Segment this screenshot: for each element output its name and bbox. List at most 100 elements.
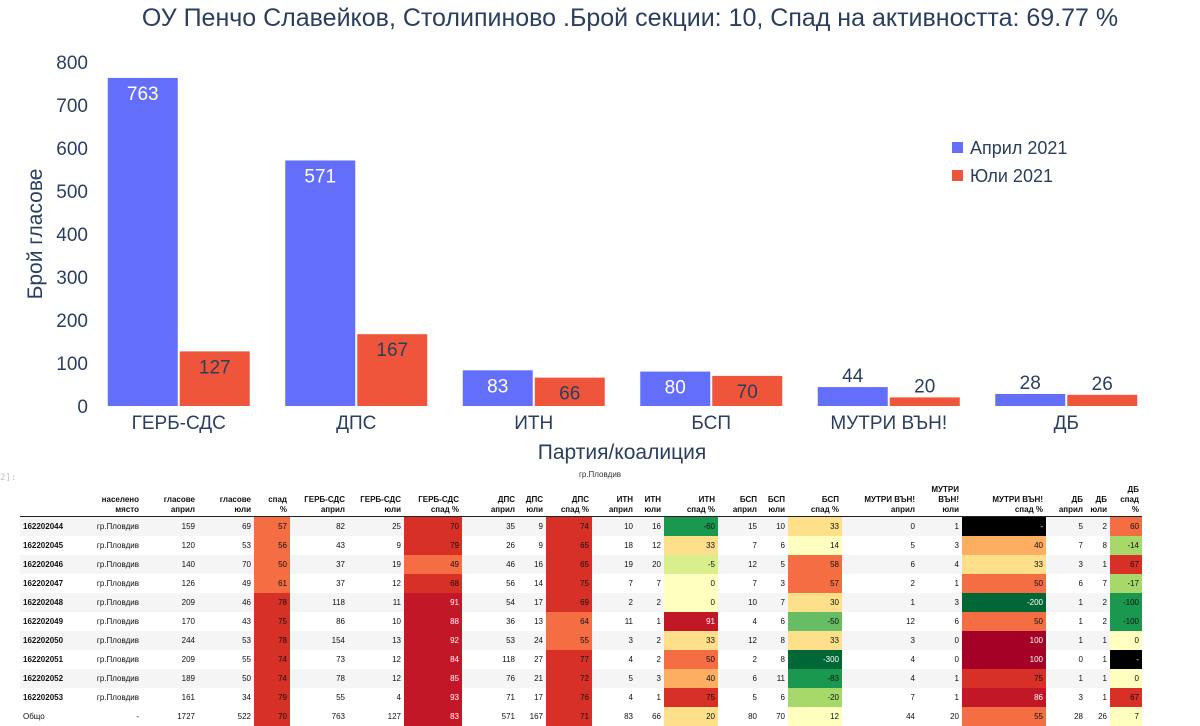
table-cell: 118 bbox=[290, 593, 348, 612]
table-cell: 13 bbox=[518, 612, 546, 631]
table-cell: 37 bbox=[290, 574, 348, 593]
x-tick-label: ГЕРБ-СДС bbox=[132, 413, 226, 434]
table-cell: 4 bbox=[842, 650, 918, 669]
table-cell: 1727 bbox=[142, 707, 198, 726]
table-cell: 11 bbox=[348, 593, 404, 612]
table-cell: 56 bbox=[254, 536, 290, 555]
table-cell: 33 bbox=[788, 516, 842, 536]
column-header: гласове юли bbox=[198, 484, 254, 517]
table-cell: 9 bbox=[518, 516, 546, 536]
bar-july[interactable] bbox=[357, 334, 428, 406]
table-cell: 30 bbox=[788, 593, 842, 612]
table-cell: 1 bbox=[1046, 631, 1086, 650]
table-cell: 8 bbox=[760, 631, 788, 650]
bar-value-label: 28 bbox=[1020, 373, 1041, 394]
y-tick-label: 700 bbox=[56, 96, 88, 117]
x-tick-label: БСП bbox=[691, 413, 731, 434]
table-cell: 7 bbox=[718, 574, 760, 593]
table-cell: 88 bbox=[404, 612, 462, 631]
table-cell: 83 bbox=[404, 707, 462, 726]
table-cell: 70 bbox=[254, 707, 290, 726]
bar-july[interactable] bbox=[712, 375, 783, 406]
table-cell: 13 bbox=[348, 631, 404, 650]
table-cell: 9 bbox=[348, 536, 404, 555]
table-cell: 120 bbox=[142, 536, 198, 555]
bar-april[interactable] bbox=[462, 370, 533, 406]
table-cell: 82 bbox=[290, 516, 348, 536]
column-header: населено място bbox=[84, 484, 142, 517]
x-axis-ticks: ГЕРБ-СДС ДПС ИТН БСП МУТРИ ВЪН! ДБ bbox=[132, 413, 1079, 434]
bar-value-label: 26 bbox=[1092, 374, 1113, 395]
gridlines bbox=[90, 61, 1155, 407]
table-cell: 60 bbox=[1110, 516, 1142, 536]
table-cell: 14 bbox=[518, 574, 546, 593]
table-cell: -14 bbox=[1110, 536, 1142, 555]
table-cell: 1 bbox=[842, 593, 918, 612]
bar-april[interactable] bbox=[817, 387, 888, 406]
table-cell: -100 bbox=[1110, 593, 1142, 612]
table-cell: 50 bbox=[198, 669, 254, 688]
table-cell: 0 bbox=[664, 574, 718, 593]
table-cell: 0 bbox=[1110, 669, 1142, 688]
table-cell: -100 bbox=[1110, 612, 1142, 631]
legend-swatch-july bbox=[952, 170, 963, 181]
table-cell: 27 bbox=[518, 650, 546, 669]
legend-label-july: Юли 2021 bbox=[970, 166, 1053, 186]
table-cell: 2 bbox=[636, 631, 664, 650]
table-cell: 5 bbox=[760, 555, 788, 574]
column-header: ГЕРБ-СДС спад % bbox=[404, 484, 462, 517]
table-cell: 6 bbox=[760, 688, 788, 707]
table-cell: гр.Пловдив bbox=[84, 593, 142, 612]
column-header bbox=[20, 484, 84, 517]
bar-july[interactable] bbox=[889, 397, 960, 406]
bar-april[interactable] bbox=[285, 160, 356, 406]
column-header: гласове април bbox=[142, 484, 198, 517]
table-cell: 46 bbox=[198, 593, 254, 612]
y-tick-label: 100 bbox=[56, 354, 88, 375]
table-cell: 4 bbox=[718, 612, 760, 631]
table-cell: 16 bbox=[636, 516, 664, 536]
table-cell: 10 bbox=[348, 612, 404, 631]
legend-swatch-april bbox=[952, 142, 963, 153]
table-cell: 5 bbox=[1046, 516, 1086, 536]
x-tick-label: ИТН bbox=[514, 413, 553, 434]
column-header: ДБ април bbox=[1046, 484, 1086, 517]
table-cell: 43 bbox=[198, 612, 254, 631]
bar-july[interactable] bbox=[1067, 394, 1138, 406]
column-header: ИТН спад % bbox=[664, 484, 718, 517]
bar-july[interactable] bbox=[534, 377, 605, 406]
bar-april[interactable] bbox=[995, 393, 1066, 406]
table-cell: 75 bbox=[546, 574, 592, 593]
table-cell: 3 bbox=[1046, 688, 1086, 707]
table-cell: 9 bbox=[518, 536, 546, 555]
table-cell: 6 bbox=[718, 669, 760, 688]
table-row: 162202047 гр.Пловдив 126 49 61 37 12 68 56 14 75 7 7… bbox=[20, 574, 1142, 593]
table-cell: 5 bbox=[842, 536, 918, 555]
table-cell: 67 bbox=[1110, 688, 1142, 707]
legend[interactable]: Април 2021 Юли 2021 bbox=[952, 138, 1067, 186]
table-cell: 4 bbox=[592, 688, 636, 707]
bar-april[interactable] bbox=[107, 77, 178, 406]
table-cell: 67 bbox=[1110, 555, 1142, 574]
bar-july[interactable] bbox=[179, 351, 250, 406]
table-cell: 83 bbox=[592, 707, 636, 726]
column-header: БСП спад % bbox=[788, 484, 842, 517]
table-cell: 40 bbox=[962, 536, 1046, 555]
bar-april[interactable] bbox=[640, 371, 711, 406]
table-cell: 75 bbox=[664, 688, 718, 707]
table-cell: 522 bbox=[198, 707, 254, 726]
table-cell: 25 bbox=[348, 516, 404, 536]
table-cell: 17 bbox=[518, 593, 546, 612]
table-cell: 0 bbox=[1046, 650, 1086, 669]
table-cell: -83 bbox=[788, 669, 842, 688]
table-cell: 84 bbox=[404, 650, 462, 669]
table-cell: 209 bbox=[142, 650, 198, 669]
table-cell: 7 bbox=[718, 536, 760, 555]
table-cell: 12 bbox=[348, 574, 404, 593]
table-cell: 1 bbox=[636, 612, 664, 631]
table-row: 162202053 гр.Пловдив 161 34 79 55 4 93 71 17 76 4 1 7… bbox=[20, 688, 1142, 707]
y-axis-label: Брой гласове bbox=[24, 169, 47, 300]
table-cell: 58 bbox=[788, 555, 842, 574]
table-cell: 10 bbox=[592, 516, 636, 536]
table-cell: 55 bbox=[198, 650, 254, 669]
